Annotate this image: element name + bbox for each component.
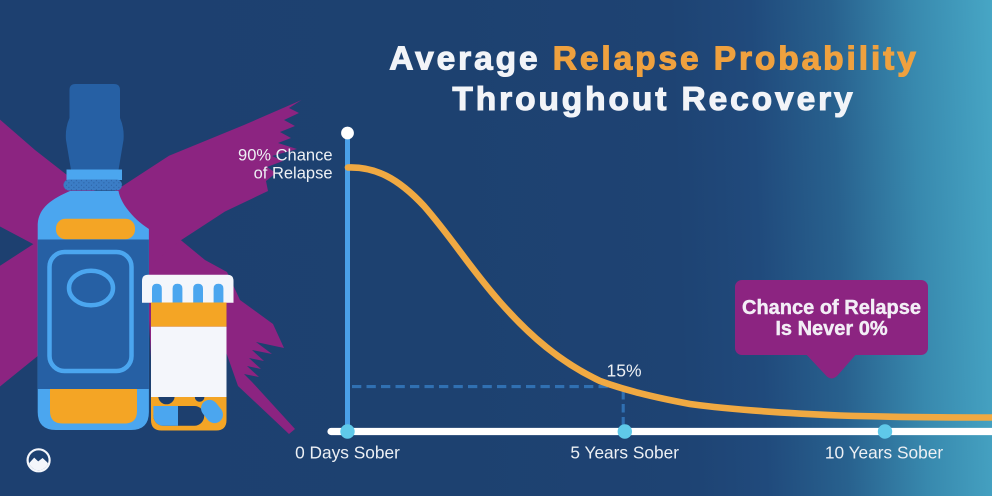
svg-text:of Relapse: of Relapse: [254, 165, 333, 183]
svg-text:Chance of Relapse: Chance of Relapse: [742, 297, 921, 319]
svg-text:15%: 15%: [606, 361, 641, 381]
svg-text:90% Chance: 90% Chance: [238, 147, 332, 165]
svg-text:10 Years Sober: 10 Years Sober: [825, 442, 943, 462]
svg-text:Is Never 0%: Is Never 0%: [775, 318, 888, 340]
svg-text:Throughout Recovery: Throughout Recovery: [452, 81, 855, 118]
svg-text:0 Days Sober: 0 Days Sober: [295, 442, 400, 462]
svg-text:5 Years Sober: 5 Years Sober: [570, 442, 679, 462]
svg-text:Average Relapse Probability: Average Relapse Probability: [389, 41, 919, 78]
